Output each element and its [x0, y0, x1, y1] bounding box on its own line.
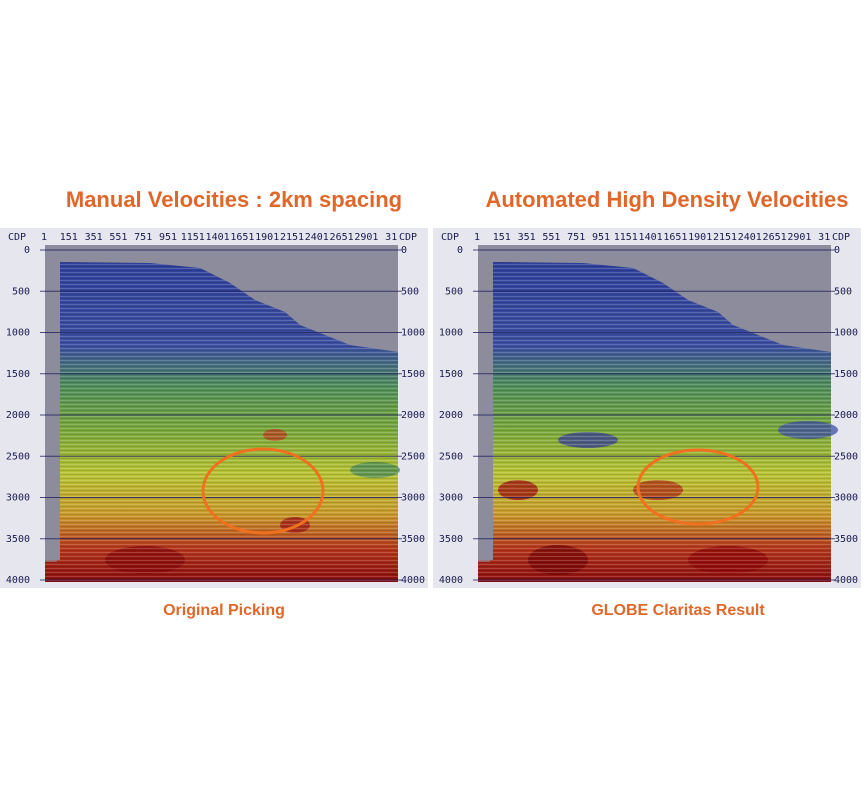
x-tick-label: 151 [60, 232, 78, 243]
left-gap [478, 262, 490, 562]
y-tick-label: 2000 [6, 410, 30, 421]
x-tick-label: 2151 [280, 232, 304, 243]
highlight-ellipse [201, 447, 325, 535]
x-tick-label: 2901 [354, 232, 378, 243]
y-tick-label-right: 2500 [401, 451, 425, 462]
x-tick-label: 151 [493, 232, 511, 243]
x-axis-label-right: CDP [399, 232, 417, 243]
y-tick-label-right: 2000 [834, 410, 858, 421]
y-tick-label-right: 2500 [834, 451, 858, 462]
y-tick-label-right: 1500 [401, 369, 425, 380]
x-tick-label: 2651 [763, 232, 787, 243]
x-tick-label: 751 [567, 232, 585, 243]
y-tick-label-right: 4000 [834, 575, 858, 586]
y-tick-label-right: 0 [401, 245, 407, 256]
x-tick-label: 351 [518, 232, 536, 243]
x-tick-label: 951 [592, 232, 610, 243]
y-tick-label: 1500 [6, 369, 30, 380]
y-tick-label-right: 3000 [401, 493, 425, 504]
y-tick-label: 3500 [6, 534, 30, 545]
x-tick-label: 1151 [181, 232, 205, 243]
x-tick-label: 31 [385, 232, 397, 243]
y-tick-label: 1000 [6, 328, 30, 339]
panel-caption: GLOBE Claritas Result [591, 602, 765, 619]
y-tick-label-right: 500 [401, 286, 419, 297]
water-column [478, 245, 831, 560]
y-tick-label-right: 1500 [834, 369, 858, 380]
x-axis-label-right: CDP [832, 232, 850, 243]
y-tick-label: 1500 [439, 369, 463, 380]
y-tick-label: 3000 [6, 493, 30, 504]
x-tick-label: 951 [159, 232, 177, 243]
water-column [45, 245, 398, 560]
y-tick-label: 3000 [439, 493, 463, 504]
x-tick-label: 1651 [663, 232, 687, 243]
y-tick-label: 4000 [6, 575, 30, 586]
y-tick-label: 0 [24, 245, 30, 256]
y-tick-label: 1000 [439, 328, 463, 339]
y-tick-label: 0 [457, 245, 463, 256]
panel-title: Manual Velocities : 2km spacing [66, 187, 402, 212]
y-tick-label: 3500 [439, 534, 463, 545]
x-tick-label: 751 [134, 232, 152, 243]
x-tick-label: 1 [41, 232, 47, 243]
y-tick-label-right: 3500 [834, 534, 858, 545]
y-tick-label: 2000 [439, 410, 463, 421]
y-tick-label: 500 [445, 286, 463, 297]
x-tick-label: 31 [818, 232, 830, 243]
panel-caption: Original Picking [163, 602, 285, 619]
x-tick-label: 1401 [206, 232, 230, 243]
x-tick-label: 1 [474, 232, 480, 243]
cdp-label-bg [831, 230, 859, 243]
x-tick-label: 351 [85, 232, 103, 243]
y-tick-label-right: 4000 [401, 575, 425, 586]
y-tick-label-right: 3500 [401, 534, 425, 545]
cdp-label-bg [398, 230, 426, 243]
x-axis-label: CDP [8, 232, 26, 243]
x-axis-label: CDP [441, 232, 459, 243]
y-tick-label-right: 3000 [834, 493, 858, 504]
panel-title: Automated High Density Velocities [485, 187, 848, 212]
y-tick-label-right: 1000 [834, 328, 858, 339]
y-tick-label-right: 1000 [401, 328, 425, 339]
x-tick-label: 1901 [255, 232, 279, 243]
x-tick-label: 1401 [639, 232, 663, 243]
left-gap [45, 262, 57, 562]
y-tick-label-right: 500 [834, 286, 852, 297]
y-tick-label: 500 [12, 286, 30, 297]
y-tick-label: 4000 [439, 575, 463, 586]
x-tick-label: 2151 [713, 232, 737, 243]
highlight-ellipse [636, 448, 760, 526]
x-tick-label: 1651 [230, 232, 254, 243]
x-tick-label: 551 [542, 232, 560, 243]
y-tick-label: 2500 [439, 451, 463, 462]
y-tick-label: 2500 [6, 451, 30, 462]
x-tick-label: 2901 [787, 232, 811, 243]
x-tick-label: 2401 [305, 232, 329, 243]
x-tick-label: 1151 [614, 232, 638, 243]
y-tick-label-right: 2000 [401, 410, 425, 421]
y-tick-label-right: 0 [834, 245, 840, 256]
x-tick-label: 2401 [738, 232, 762, 243]
x-tick-label: 2651 [330, 232, 354, 243]
x-tick-label: 1901 [688, 232, 712, 243]
x-tick-label: 551 [109, 232, 127, 243]
